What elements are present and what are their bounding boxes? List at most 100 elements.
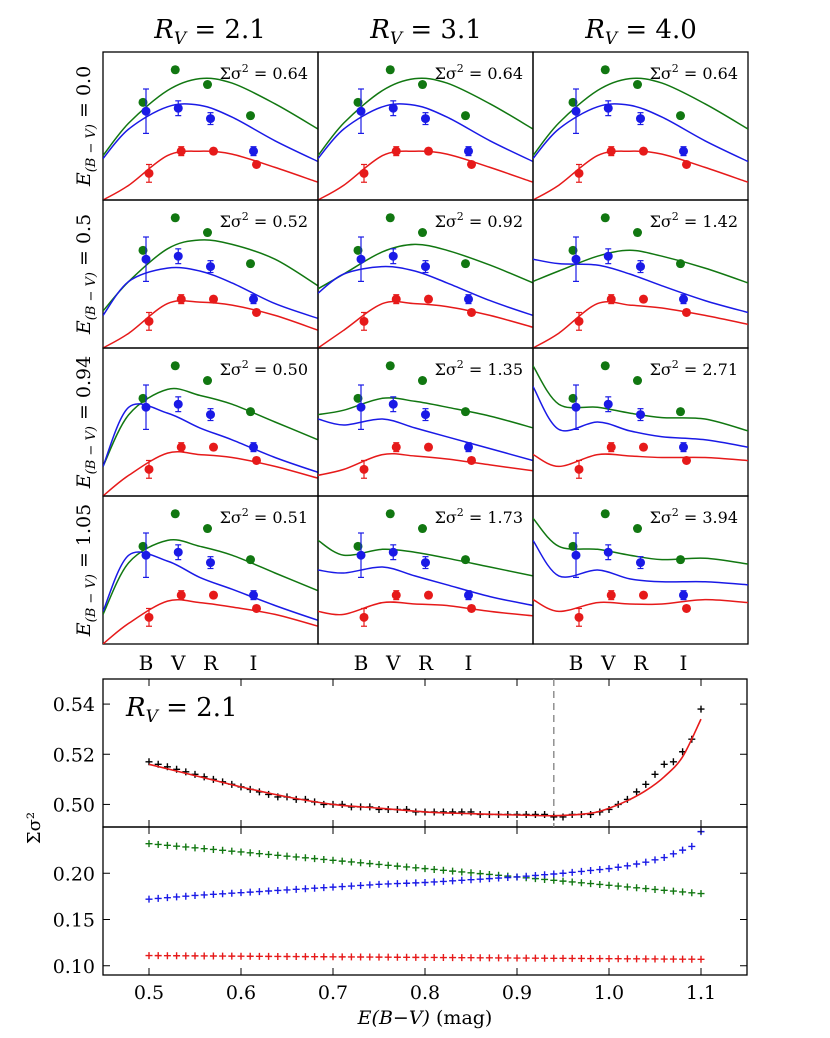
- data-point-green-I: [461, 407, 470, 417]
- data-point-red-B: [144, 612, 154, 622]
- blue-point: [209, 890, 217, 898]
- data-point-blue-B: [571, 550, 581, 560]
- sed-panel-r3-c2: Σσ2 = 1.35: [317, 347, 534, 497]
- data-point-red-B: [574, 612, 584, 622]
- blue-point: [393, 880, 401, 888]
- red-point: [145, 952, 153, 960]
- red-point: [246, 952, 254, 960]
- model-curve-red: [318, 601, 533, 617]
- sigma-value: 1.73: [487, 508, 523, 527]
- y-axis-label: Σσ²: [24, 812, 45, 844]
- data-point-red-I: [467, 307, 476, 317]
- data-point-red-R: [424, 442, 433, 452]
- sigma-label: Σσ2 = 0.50: [220, 358, 308, 379]
- red-point: [458, 954, 466, 962]
- band-label-B: B: [569, 651, 584, 675]
- total-point: [642, 780, 650, 788]
- sigma-vs-ebv-chart: 0.500.520.54 0.100.150.20 0.5 0.6 0.7 0.8 0.…: [24, 678, 748, 1029]
- total-point: [633, 788, 641, 796]
- sigma-exponent: 2: [672, 62, 679, 75]
- blue-point: [246, 888, 254, 896]
- data-point-blue-I: [249, 590, 258, 600]
- data-point-green-R: [633, 228, 642, 238]
- data-point-blue-R: [636, 114, 645, 124]
- data-point-blue-B: [356, 254, 366, 264]
- data-point-green-B: [138, 393, 148, 403]
- total-point: [669, 758, 677, 766]
- data-point-green-I: [246, 407, 255, 417]
- red-point: [255, 952, 263, 960]
- model-curve-green: [318, 539, 533, 577]
- x-tick-label: 1.0: [594, 982, 624, 1004]
- sigma-exponent: 2: [457, 358, 464, 371]
- model-curves: [103, 539, 318, 644]
- blue-point: [476, 875, 484, 883]
- green-point: [439, 866, 447, 874]
- data-point-red-B: [574, 168, 584, 178]
- sigma-equals: =: [464, 212, 488, 231]
- green-point: [154, 840, 162, 848]
- red-point: [228, 952, 236, 960]
- data-point-red-V: [606, 146, 616, 156]
- data-point-red-R: [424, 294, 433, 304]
- data-point-green-I: [246, 555, 255, 565]
- x-tick-label: 0.9: [502, 982, 532, 1004]
- green-point: [357, 859, 365, 867]
- red-point: [357, 953, 365, 961]
- green-point: [347, 858, 355, 866]
- x-ticks: 0.5 0.6 0.7 0.8 0.9 1.0 1.1: [134, 679, 716, 1004]
- green-point: [568, 878, 576, 886]
- data-point-red-B: [574, 316, 584, 326]
- data-point-green-I: [676, 111, 685, 121]
- data-point-blue-I: [249, 146, 258, 156]
- data-point-blue-I: [464, 590, 473, 600]
- data-point-blue-R: [421, 558, 430, 568]
- sigma-equals: =: [679, 212, 703, 231]
- data-point-red-V: [176, 146, 186, 156]
- green-point: [614, 882, 622, 890]
- data-point-red-I: [252, 455, 261, 465]
- data-point-blue-V: [603, 103, 613, 113]
- data-point-green-V: [170, 213, 180, 223]
- band-label-V: V: [170, 651, 186, 675]
- data-point-green-V: [170, 65, 180, 75]
- data-point-red-B: [359, 316, 369, 326]
- sigma-symbol: Σσ: [650, 508, 672, 527]
- red-point: [412, 953, 420, 961]
- column-titles: RV = 2.1 RV = 3.1 RV = 4.0: [153, 15, 697, 49]
- model-curve-green: [533, 517, 748, 565]
- blue-point: [191, 891, 199, 899]
- model-curve-red: [103, 150, 318, 200]
- data-point-blue-R: [636, 558, 645, 568]
- data-point-red-I: [682, 455, 691, 465]
- sigma-value: 0.52: [272, 212, 308, 231]
- red-point: [393, 953, 401, 961]
- data-point-green-B: [568, 541, 578, 551]
- red-point: [283, 953, 291, 960]
- data-point-red-V: [391, 294, 401, 304]
- total-point: [550, 813, 558, 821]
- data-point-green-V: [600, 65, 610, 75]
- blue-point: [320, 884, 328, 892]
- green-point: [320, 855, 328, 863]
- model-curve-green: [533, 77, 748, 157]
- red-point: [154, 952, 162, 960]
- green-point: [329, 856, 337, 864]
- x-axis-label: E(B−V) (mag): [357, 1007, 493, 1029]
- green-point: [366, 860, 374, 868]
- model-curve-blue: [103, 403, 318, 474]
- red-point: [476, 954, 484, 962]
- band-label-I: I: [250, 651, 258, 675]
- data-point-green-R: [418, 80, 427, 90]
- red-point: [697, 955, 705, 963]
- sigma-equals: =: [464, 508, 488, 527]
- green-point: [255, 850, 263, 858]
- y-tick-label: 0.52: [53, 744, 95, 766]
- green-point: [375, 860, 383, 868]
- blue-point: [467, 876, 475, 884]
- data-point-green-V: [600, 213, 610, 223]
- sigma-label: Σσ2 = 0.64: [650, 62, 738, 83]
- data-point-blue-B: [356, 402, 366, 412]
- data-point-red-I: [682, 603, 691, 613]
